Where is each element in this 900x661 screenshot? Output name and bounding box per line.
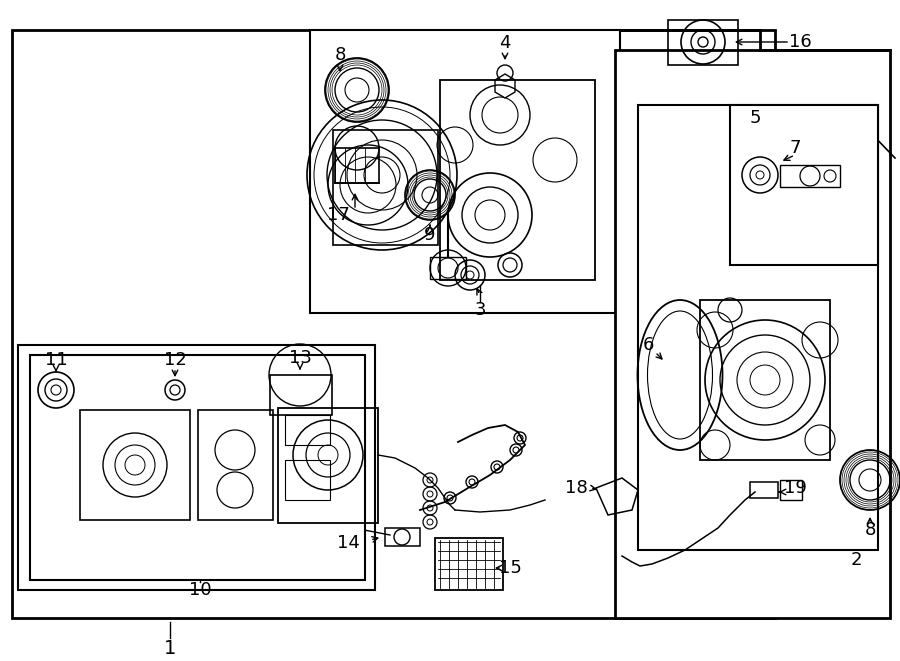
Bar [750, 482, 778, 498]
Text: 10: 10 [189, 581, 212, 599]
Bar [440, 80, 595, 280]
Text: 11: 11 [45, 351, 68, 369]
Text: 19: 19 [784, 479, 806, 497]
Bar [700, 300, 830, 460]
Text: 15: 15 [499, 559, 521, 577]
Text: 18: 18 [564, 479, 588, 497]
Text: 2: 2 [850, 551, 862, 569]
Text: 5: 5 [749, 109, 760, 127]
Text: 6: 6 [643, 336, 653, 354]
Bar [435, 538, 503, 590]
Text: 4: 4 [500, 34, 511, 52]
Bar [780, 480, 802, 500]
Bar [198, 410, 273, 520]
Text: 14: 14 [337, 534, 359, 552]
Text: 17: 17 [327, 206, 349, 224]
Bar [333, 130, 438, 245]
Bar [285, 415, 330, 445]
Bar [638, 105, 878, 550]
Bar [780, 165, 840, 187]
Text: 1: 1 [164, 639, 176, 658]
Text: 3: 3 [474, 301, 486, 319]
Bar [18, 345, 375, 590]
Bar [278, 408, 378, 523]
Bar [285, 460, 330, 500]
Bar [12, 30, 775, 618]
Bar [668, 20, 738, 65]
Bar [270, 375, 332, 415]
Text: 8: 8 [334, 46, 346, 64]
Bar [730, 105, 878, 265]
Bar [80, 410, 190, 520]
Bar [385, 528, 420, 546]
Text: 13: 13 [289, 349, 311, 367]
Text: 12: 12 [164, 351, 186, 369]
Bar [335, 148, 379, 183]
Text: 9: 9 [424, 226, 436, 244]
Text: 16: 16 [788, 33, 812, 51]
Bar [310, 30, 620, 313]
Text: 7: 7 [789, 139, 801, 157]
Bar [615, 50, 890, 618]
Bar [430, 257, 466, 279]
Text: 8: 8 [864, 521, 876, 539]
Bar [30, 355, 365, 580]
